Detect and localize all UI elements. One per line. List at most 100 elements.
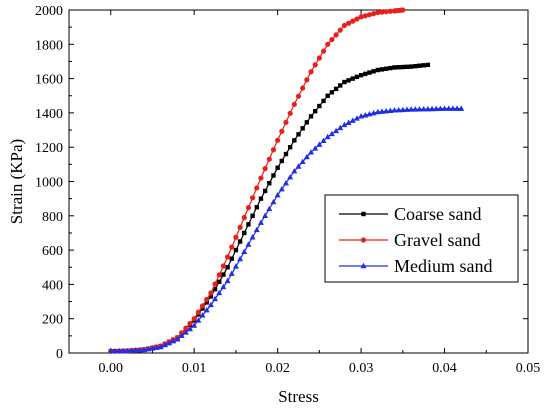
data-point (371, 11, 377, 17)
data-point (295, 163, 302, 169)
data-point (245, 205, 252, 211)
data-point (396, 65, 401, 70)
data-point (403, 106, 410, 112)
data-point (429, 105, 436, 112)
data-point (304, 120, 310, 125)
data-point (237, 224, 243, 230)
data-point (270, 147, 277, 153)
data-point (333, 86, 339, 92)
data-point (341, 22, 347, 29)
legend-label: Medium sand (394, 256, 493, 276)
data-point (391, 107, 398, 113)
data-point (300, 85, 306, 91)
data-point (441, 105, 448, 111)
data-point (291, 168, 298, 174)
data-point (400, 64, 406, 70)
data-point (216, 272, 222, 278)
data-point (354, 16, 360, 22)
x-axis-title: Stress (278, 387, 319, 406)
data-point (207, 301, 214, 308)
y-tick-label: 400 (42, 278, 63, 293)
data-point (229, 256, 234, 261)
data-point (445, 105, 452, 111)
data-point (375, 67, 380, 73)
data-point (416, 106, 423, 112)
data-point (400, 7, 406, 13)
data-point (258, 196, 264, 201)
data-point (303, 153, 310, 160)
data-point (333, 127, 340, 134)
data-point (383, 66, 389, 71)
data-point (392, 65, 397, 70)
data-point (283, 151, 289, 157)
data-point (316, 55, 322, 61)
data-point (183, 325, 189, 331)
data-point (145, 345, 152, 352)
data-point (308, 114, 314, 119)
data-point (224, 254, 231, 260)
data-point (316, 141, 323, 147)
data-point (367, 70, 372, 75)
data-point (408, 106, 415, 112)
x-tick-label: 0.05 (516, 361, 541, 376)
data-point (424, 105, 431, 112)
legend: Coarse sand Gravel sand Medium sand (324, 194, 519, 283)
data-point (312, 145, 319, 151)
data-point (182, 329, 189, 335)
data-point (350, 76, 355, 81)
data-point (350, 18, 356, 24)
data-point (287, 110, 293, 116)
data-point (174, 336, 181, 342)
data-point (225, 265, 230, 270)
data-point (208, 294, 214, 299)
data-point (166, 339, 173, 346)
data-point (371, 69, 376, 74)
data-point (221, 272, 226, 277)
data-point (275, 137, 281, 143)
x-tick-label: 0.03 (349, 361, 374, 376)
data-point (412, 106, 419, 112)
data-point (237, 239, 243, 244)
y-tick-label: 0 (56, 347, 63, 362)
data-point (308, 69, 314, 75)
data-point (233, 247, 239, 253)
data-point (345, 119, 352, 125)
data-point (262, 166, 268, 172)
data-point (320, 48, 327, 54)
data-point (337, 27, 343, 33)
data-point (266, 205, 273, 212)
series-medium-sand (107, 105, 465, 354)
data-point (157, 343, 164, 350)
series-gravel-sand (108, 7, 406, 354)
plot-axes: 0.00 0.01 0.02 0.03 0.04 0.05 0 200 400 600 800 100… (35, 4, 540, 376)
data-point (220, 263, 226, 269)
data-point (320, 137, 327, 143)
data-point (312, 62, 318, 68)
data-point (341, 121, 348, 128)
data-point (383, 9, 389, 15)
data-point (208, 290, 214, 296)
data-point (212, 281, 218, 287)
data-point (262, 188, 268, 194)
data-point (203, 306, 210, 313)
data-point (254, 205, 259, 210)
data-point (250, 195, 256, 201)
x-tick-label: 0.01 (182, 361, 207, 376)
data-point (378, 108, 385, 114)
y-tick-label: 1000 (35, 176, 63, 191)
data-point (195, 309, 201, 315)
data-point (329, 36, 335, 43)
data-point (241, 214, 247, 221)
data-point (170, 338, 177, 344)
data-point (366, 12, 373, 18)
data-point (217, 279, 222, 285)
data-point (337, 124, 344, 131)
legend-item: Gravel sand (339, 230, 480, 250)
data-point (417, 63, 422, 68)
legend-item: Coarse sand (339, 204, 481, 224)
legend-marker (360, 237, 367, 243)
data-point (449, 105, 456, 111)
data-point (388, 65, 393, 71)
plot-frame (68, 9, 529, 354)
